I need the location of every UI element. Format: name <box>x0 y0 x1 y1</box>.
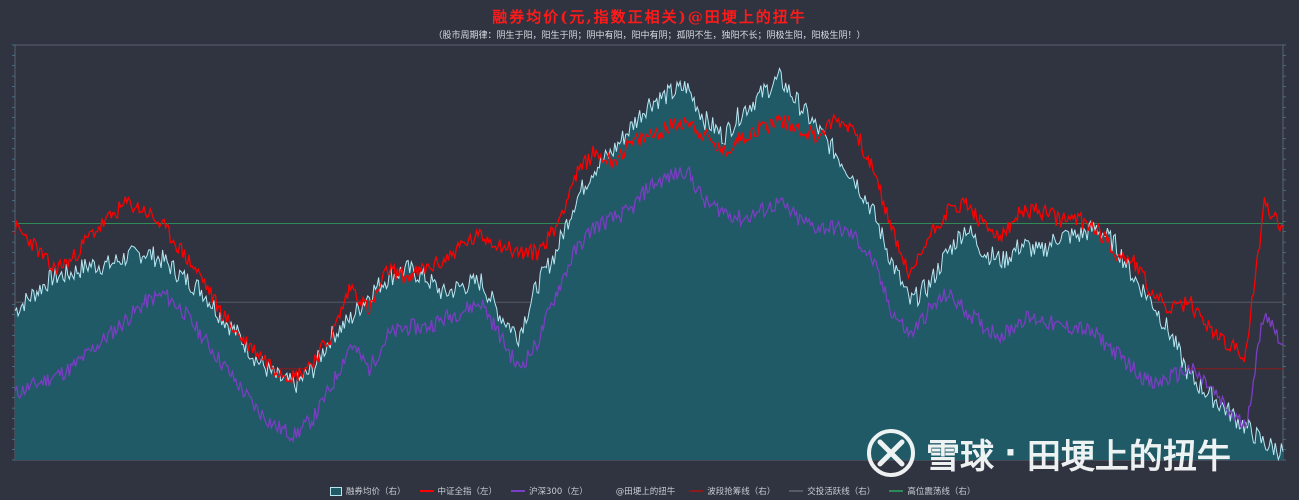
legend-swatch <box>689 490 704 492</box>
watermark: 雪球 · 田埂上的扭牛 <box>866 428 1231 478</box>
watermark-separator: · <box>1004 433 1017 473</box>
legend-label: 高位震荡线（右） <box>907 487 976 497</box>
legend-item: 沪深300（左） <box>511 485 588 497</box>
legend-label: 交投活跃线（右） <box>807 487 876 497</box>
snowball-logo-icon <box>867 429 915 477</box>
legend: 融券均价（右） 中证全指（左） 沪深300（左） @田埂上的扭牛 波段抢筹线（右） 交投活… <box>330 485 975 497</box>
axes <box>12 44 1286 461</box>
legend-swatch <box>889 490 904 492</box>
legend-label: 中证全指（左） <box>437 487 498 497</box>
chart-title: 融券均价(元,指数正相关)@田埂上的扭牛 <box>492 8 807 26</box>
legend-item: 中证全指（左） <box>419 485 498 497</box>
legend-swatch <box>330 486 342 496</box>
legend-label: 沪深300（左） <box>529 487 588 497</box>
legend-item: 融券均价（右） <box>330 485 406 497</box>
watermark-author: 田埂上的扭牛 <box>1026 436 1231 477</box>
legend-swatch <box>511 490 526 492</box>
legend-label: @田埂上的扭牛 <box>615 487 676 497</box>
legend-item: 波段抢筹线（右） <box>689 485 775 497</box>
legend-item: 交投活跃线（右） <box>789 485 875 497</box>
legend-swatch <box>789 490 804 492</box>
series-zzqz-line <box>14 113 1284 385</box>
legend-swatch <box>419 490 434 492</box>
series-hs300-line <box>14 165 1284 444</box>
legend-item: @田埂上的扭牛 <box>601 485 676 497</box>
chart-subtitle: （股市周期律：阴生于阳，阳生于阴；阴中有阳，阳中有阴；孤阴不生，独阳不长；阴极生… <box>433 31 866 41</box>
legend-swatch <box>601 487 612 495</box>
legend-item: 高位震荡线（右） <box>889 485 975 497</box>
legend-label: 融券均价（右） <box>346 487 406 497</box>
series-area-fill <box>15 68 1283 460</box>
line-series <box>14 113 1284 444</box>
legend-label: 波段抢筹线（右） <box>707 487 776 497</box>
watermark-brand: 雪球 <box>926 436 994 477</box>
